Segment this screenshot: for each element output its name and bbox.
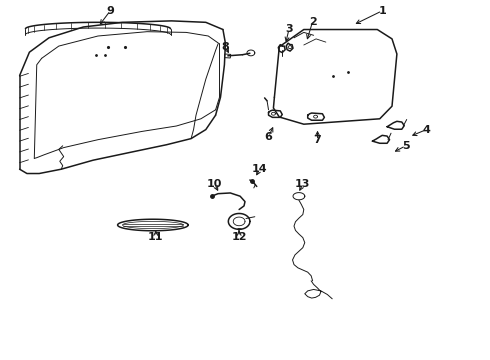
Text: 8: 8 [221,42,229,52]
Text: 12: 12 [231,232,247,242]
Text: 4: 4 [422,125,430,135]
Text: 5: 5 [402,141,410,151]
Text: 3: 3 [285,24,293,34]
Text: 6: 6 [265,132,272,142]
Text: 13: 13 [295,179,311,189]
Text: 11: 11 [148,232,164,242]
Text: 2: 2 [309,17,317,27]
Text: 7: 7 [314,135,321,145]
Text: 10: 10 [207,179,222,189]
Bar [224,54,231,58]
Text: 9: 9 [106,6,114,16]
Text: 14: 14 [252,164,268,174]
Text: 1: 1 [378,6,386,16]
